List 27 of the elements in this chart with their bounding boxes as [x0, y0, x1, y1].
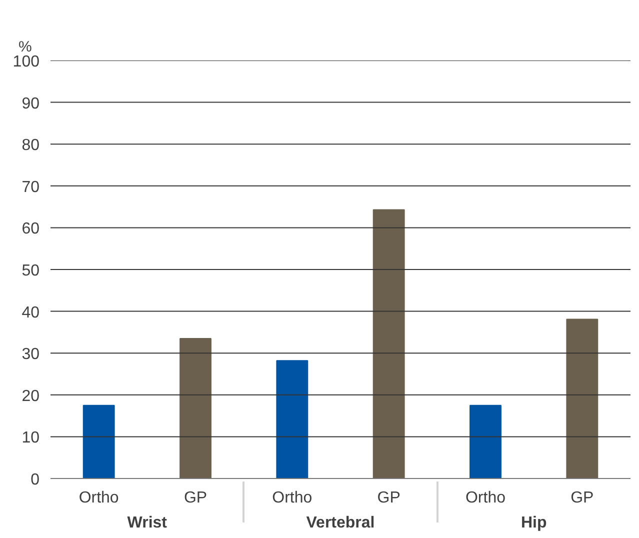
y-tick-label: 30 [22, 346, 40, 364]
bar [372, 209, 405, 478]
bar [470, 404, 502, 478]
series-label: GP [184, 490, 208, 506]
y-tick-label: 50 [22, 262, 40, 280]
y-tick-label: 60 [22, 220, 40, 238]
x-tick-label: Hip [520, 514, 547, 532]
bar [566, 318, 598, 478]
y-tick-label: 20 [22, 388, 40, 405]
y-tick-label: 100 [12, 54, 40, 70]
text: GP [377, 490, 400, 506]
y-tick-label: 40 [22, 304, 40, 322]
y-tick-label: 10 [22, 430, 40, 447]
y-tick-label: 70 [22, 178, 40, 196]
bar [82, 404, 115, 478]
text: Ortho [465, 490, 506, 506]
series-label: Ortho [272, 490, 312, 506]
bar [180, 338, 212, 478]
y-axis-title: % [18, 38, 32, 56]
y-tick-label: 90 [22, 95, 40, 112]
x-tick-label: Vertebral [306, 514, 375, 532]
x-tick-label: Wrist [127, 514, 168, 532]
bar [276, 360, 308, 478]
text: Ortho [78, 490, 119, 506]
y-tick-label: 0 [30, 472, 40, 488]
y-tick-label: 80 [22, 137, 40, 154]
text: GP [570, 490, 594, 506]
